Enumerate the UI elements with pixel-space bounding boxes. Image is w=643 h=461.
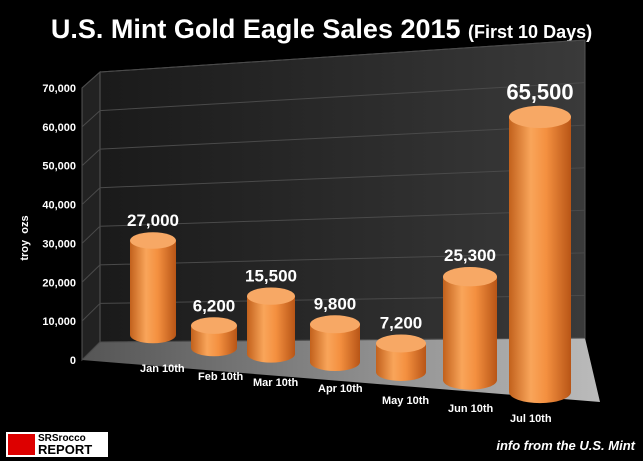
y-tick-label: 30,000 [42, 238, 76, 250]
y-tick-label: 60,000 [42, 122, 76, 134]
y-tick-label: 50,000 [42, 161, 76, 173]
side-wall [81, 70, 101, 362]
gridline [99, 124, 586, 150]
x-tick-label: Jul 10th [510, 413, 552, 425]
bar-body [247, 296, 295, 363]
chart-subtitle: (First 10 Days) [468, 22, 593, 42]
bar-6: 65,500 Jul 10th [506, 80, 573, 425]
gridline [99, 252, 586, 266]
bar-0: 27,000 Jan 10th [127, 211, 185, 375]
logo-text: REPORT [38, 442, 93, 457]
data-label: 6,200 [193, 296, 236, 315]
bar-3: 9,800 Apr 10th [310, 294, 363, 395]
bar-top [310, 315, 360, 334]
srsrocco-logo: SRSrocco REPORT [6, 432, 108, 457]
y-tick-label: 10,000 [42, 316, 76, 328]
bar-top [191, 317, 237, 334]
gridline-side [81, 110, 101, 128]
logo-mark [8, 434, 35, 455]
bar-body [130, 240, 176, 344]
y-tick-label: 70,000 [42, 83, 76, 95]
gridline [99, 39, 586, 73]
gridline-side [81, 225, 101, 244]
y-tick-label: 40,000 [42, 200, 76, 212]
data-label: 7,200 [380, 313, 423, 332]
bar-body [191, 325, 237, 357]
bar-2: 15,500 Mar 10th [245, 266, 299, 389]
gridline [99, 82, 586, 112]
gridline-side [81, 341, 101, 361]
x-tick-label: Mar 10th [253, 377, 299, 389]
source-credit: info from the U.S. Mint [496, 438, 635, 453]
gridline-side [81, 187, 101, 205]
bar-body [376, 343, 426, 381]
bar-top [443, 266, 497, 287]
data-label: 9,800 [314, 294, 357, 313]
bar-5: 25,300 Jun 10th [443, 246, 497, 415]
x-tick-label: Apr 10th [318, 383, 363, 395]
data-label: 15,500 [245, 266, 297, 285]
gridline-side [81, 303, 101, 322]
bar-top [130, 232, 176, 249]
bar-body [509, 116, 571, 404]
bar-top [247, 287, 295, 305]
gridline [99, 294, 586, 304]
x-tick-label: May 10th [382, 395, 429, 407]
bar-top [509, 105, 571, 129]
gridline-side [81, 71, 101, 89]
data-label: 25,300 [444, 246, 496, 265]
gridline [99, 209, 586, 227]
gridline [99, 167, 586, 189]
logo-text: SRSrocco [38, 433, 86, 444]
bar-top [376, 334, 426, 353]
x-tick-label: Jun 10th [448, 403, 494, 415]
gridline-side [81, 264, 101, 283]
y-axis-label: troy ozs [19, 215, 31, 260]
gridline-side [81, 148, 101, 167]
x-tick-label: Feb 10th [198, 371, 244, 383]
bar-1: 6,200 Feb 10th [191, 296, 244, 383]
bar-4: 7,200 May 10th [376, 313, 429, 407]
x-tick-label: Jan 10th [140, 363, 185, 375]
y-tick-label: 20,000 [42, 277, 76, 289]
chart-title: U.S. Mint Gold Eagle Sales 2015 (First 1… [50, 14, 593, 44]
bar-body [443, 276, 497, 390]
data-label: 65,500 [506, 80, 573, 105]
bar-body [310, 324, 360, 371]
data-label: 27,000 [127, 211, 179, 230]
y-tick-label: 0 [70, 355, 76, 367]
